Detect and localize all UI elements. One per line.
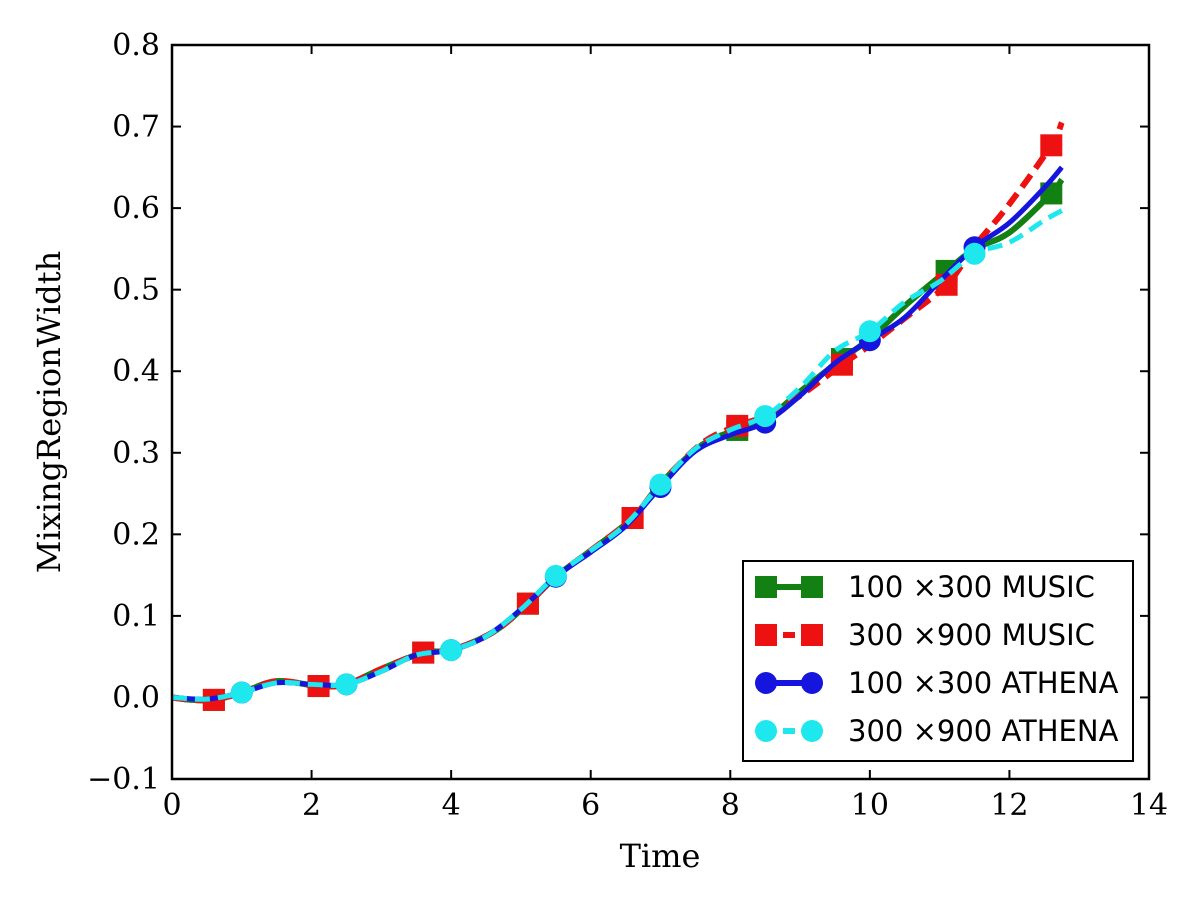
legend-label: 100 ×300 ATHENA	[848, 666, 1119, 700]
x-tick-label: 14	[1130, 788, 1168, 823]
y-tick-label: 0.6	[112, 191, 160, 226]
legend-item-athena-100x300: 100 ×300 ATHENA	[755, 666, 1119, 700]
legend-swatch-marker	[755, 624, 777, 646]
legend-swatch-marker	[801, 672, 823, 694]
y-tick-label: 0.8	[112, 28, 160, 63]
data-point-athena-300x900	[963, 242, 986, 265]
legend-swatch-marker	[801, 720, 823, 742]
x-tick-label: 2	[302, 788, 321, 823]
y-tick-label: 0.0	[112, 680, 160, 715]
x-tick-label: 6	[581, 788, 600, 823]
legend-swatch-marker	[755, 576, 777, 598]
series-line-athena-300x900	[172, 208, 1064, 702]
legend-swatch-marker	[801, 576, 823, 598]
y-tick-label: 0.1	[112, 599, 160, 634]
x-tick-label: 0	[162, 788, 181, 823]
y-axis-label: MixingRegionWidth	[30, 251, 68, 574]
y-tick-label: −0.1	[87, 762, 160, 797]
x-axis-label: Time	[620, 837, 701, 875]
legend-swatch-marker	[801, 624, 823, 646]
legend-label: 300 ×900 MUSIC	[848, 618, 1095, 652]
series-athena-300x900	[172, 208, 1064, 704]
y-tick-label: 0.4	[112, 354, 160, 389]
data-point-athena-300x900	[754, 405, 777, 428]
legend-item-music-100x300: 100 ×300 MUSIC	[755, 570, 1095, 604]
y-tick-label: 0.2	[112, 517, 160, 552]
y-tick-label: 0.5	[112, 273, 160, 308]
data-point-athena-300x900	[649, 473, 672, 496]
data-point-athena-300x900	[335, 673, 358, 696]
y-axis-ticks: −0.1 0.0 0.1 0.2 0.3 0.4 0.5 0.6 0.7 0.8	[87, 28, 1149, 797]
data-point-athena-300x900	[440, 639, 463, 662]
y-tick-label: 0.7	[112, 110, 160, 145]
legend-item-athena-300x900: 300 ×900 ATHENA	[755, 714, 1119, 748]
x-tick-label: 12	[990, 788, 1028, 823]
x-tick-label: 4	[442, 788, 461, 823]
y-tick-label: 0.3	[112, 436, 160, 471]
data-point-athena-300x900	[544, 564, 567, 587]
series-layer	[172, 121, 1065, 711]
x-axis-ticks: 0 2 4 6 8 10 12 14	[162, 45, 1168, 823]
data-point-music-300x900	[1040, 134, 1063, 157]
legend-label: 300 ×900 ATHENA	[848, 714, 1119, 748]
data-point-athena-300x900	[858, 320, 881, 343]
x-tick-label: 8	[721, 788, 740, 823]
data-point-athena-300x900	[230, 681, 253, 704]
legend-item-music-300x900: 300 ×900 MUSIC	[755, 618, 1095, 652]
plot-frame	[170, 43, 1151, 781]
x-tick-label: 10	[851, 788, 889, 823]
legend-swatch-marker	[755, 720, 777, 742]
legend: 100 ×300 MUSIC 300 ×900 MUSIC 100 ×300 ATH…	[742, 560, 1134, 762]
legend-label: 100 ×300 MUSIC	[848, 570, 1095, 604]
legend-swatch-marker	[755, 672, 777, 694]
